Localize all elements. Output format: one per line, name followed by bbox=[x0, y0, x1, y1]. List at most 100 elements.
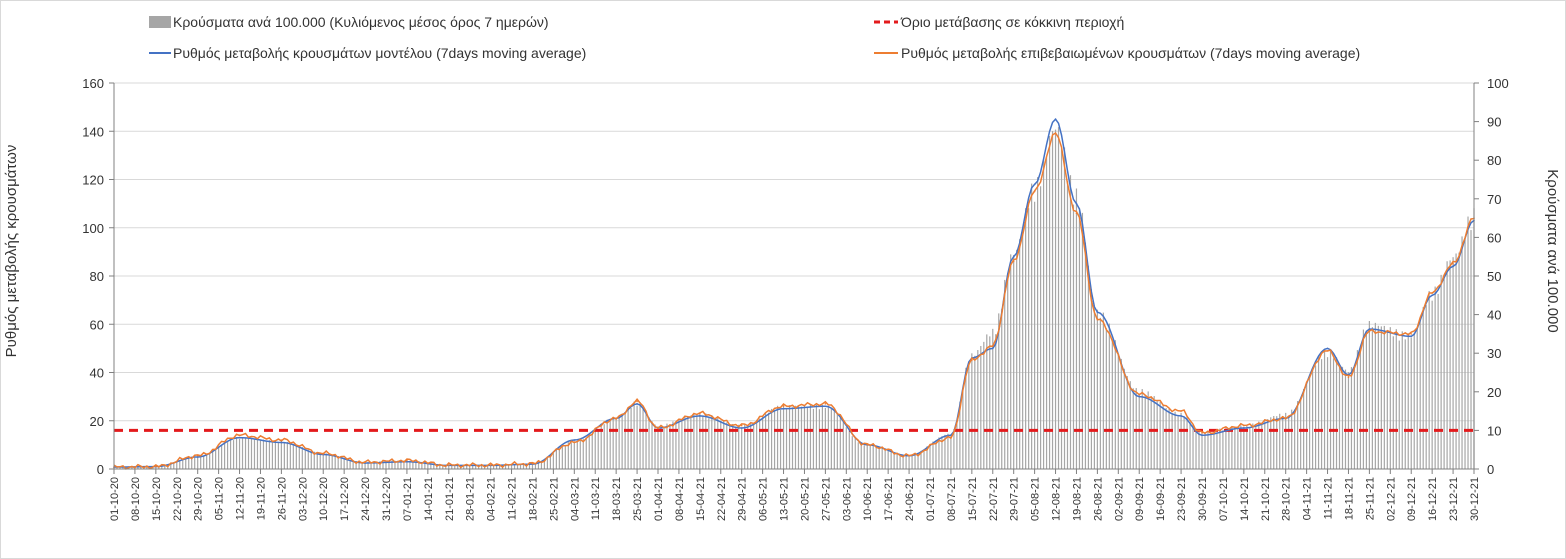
bar bbox=[1422, 307, 1424, 469]
bar bbox=[881, 447, 883, 469]
bar bbox=[1078, 207, 1081, 470]
model-rate-line-point bbox=[1075, 202, 1078, 205]
bar bbox=[776, 405, 779, 469]
bar bbox=[1093, 308, 1095, 469]
bar bbox=[229, 439, 232, 469]
bar bbox=[262, 439, 265, 469]
bar bbox=[310, 451, 312, 469]
bar bbox=[1389, 327, 1391, 469]
bar bbox=[974, 355, 976, 469]
x-tick-label: 13-05-21 bbox=[779, 477, 791, 521]
bar bbox=[1246, 424, 1248, 469]
bar bbox=[328, 453, 330, 469]
bar bbox=[917, 453, 919, 469]
y-left-tick-label: 140 bbox=[82, 124, 104, 139]
confirmed-rate-line-point bbox=[280, 439, 283, 441]
bar bbox=[579, 440, 581, 469]
bar bbox=[720, 420, 722, 469]
bar bbox=[980, 345, 982, 469]
bar bbox=[1222, 430, 1224, 469]
bar bbox=[179, 460, 181, 469]
bar bbox=[298, 446, 300, 469]
x-tick-label: 22-04-21 bbox=[716, 477, 728, 521]
bar bbox=[349, 459, 351, 469]
x-tick-label: 03-06-21 bbox=[841, 477, 853, 521]
bar bbox=[815, 404, 818, 469]
bar bbox=[642, 408, 644, 469]
bar bbox=[654, 424, 656, 469]
x-tick-label: 09-12-21 bbox=[1406, 477, 1418, 521]
x-tick-label: 23-09-21 bbox=[1176, 477, 1188, 521]
bar bbox=[1135, 388, 1137, 469]
bar bbox=[1126, 376, 1128, 469]
model-rate-line-point bbox=[991, 347, 994, 350]
bar bbox=[1057, 127, 1060, 470]
x-tick-label: 15-10-20 bbox=[151, 477, 163, 521]
model-rate-line-point bbox=[1033, 183, 1036, 186]
bar bbox=[1210, 432, 1212, 469]
bar bbox=[645, 410, 647, 469]
model-rate-line-point bbox=[406, 460, 408, 463]
bar bbox=[418, 461, 420, 469]
x-tick-label: 18-02-21 bbox=[527, 477, 539, 521]
bar bbox=[606, 419, 608, 469]
bar bbox=[744, 424, 746, 469]
bar bbox=[914, 453, 916, 469]
bar bbox=[259, 440, 262, 469]
bar bbox=[1090, 289, 1093, 469]
bar bbox=[989, 336, 991, 469]
bar bbox=[218, 447, 220, 469]
bar bbox=[212, 451, 214, 469]
bar bbox=[528, 463, 531, 469]
bar bbox=[1147, 391, 1149, 469]
bar bbox=[1165, 408, 1167, 469]
bar bbox=[552, 453, 554, 469]
bar bbox=[779, 409, 782, 469]
bar bbox=[857, 442, 859, 469]
bar bbox=[1228, 428, 1230, 469]
bar bbox=[531, 464, 534, 469]
bar bbox=[818, 409, 821, 469]
bar bbox=[821, 404, 823, 469]
confirmed-rate-line-point bbox=[866, 444, 869, 446]
confirmed-rate-line-point bbox=[1096, 318, 1099, 321]
bar bbox=[788, 405, 791, 469]
bar bbox=[1401, 331, 1403, 469]
bar bbox=[1452, 257, 1454, 469]
bar bbox=[1407, 333, 1409, 469]
bar bbox=[591, 433, 593, 469]
bar bbox=[1383, 325, 1385, 469]
bar bbox=[696, 415, 698, 469]
bar bbox=[1341, 366, 1344, 469]
bar bbox=[313, 451, 315, 469]
bar bbox=[504, 464, 507, 469]
bar bbox=[986, 334, 988, 469]
bar bbox=[863, 445, 865, 469]
bar bbox=[268, 440, 271, 469]
bar bbox=[1359, 348, 1362, 469]
bar bbox=[884, 450, 886, 469]
confirmed-rate-line-point bbox=[1012, 260, 1015, 263]
model-rate-line-point bbox=[280, 441, 283, 444]
x-tick-label: 08-07-21 bbox=[946, 477, 958, 521]
bar bbox=[510, 464, 513, 469]
bar bbox=[717, 417, 719, 469]
bar bbox=[1320, 359, 1323, 469]
bar bbox=[490, 464, 492, 469]
model-rate-line-point bbox=[1410, 335, 1413, 338]
x-tick-label: 29-10-20 bbox=[193, 477, 205, 521]
x-tick-label: 08-10-20 bbox=[130, 477, 142, 521]
x-tick-label: 01-10-20 bbox=[109, 477, 121, 521]
bar bbox=[394, 460, 396, 469]
confirmed-rate-line-point bbox=[531, 462, 534, 465]
x-tick-label: 01-07-21 bbox=[925, 477, 937, 521]
bar bbox=[660, 425, 662, 469]
confirmed-rate-line-point bbox=[636, 400, 638, 403]
y-left-tick-label: 100 bbox=[82, 221, 104, 236]
bar bbox=[860, 443, 862, 469]
bar bbox=[1249, 427, 1251, 469]
bar bbox=[316, 453, 318, 469]
bar bbox=[265, 441, 268, 469]
bar bbox=[785, 408, 788, 469]
bar bbox=[908, 455, 910, 469]
